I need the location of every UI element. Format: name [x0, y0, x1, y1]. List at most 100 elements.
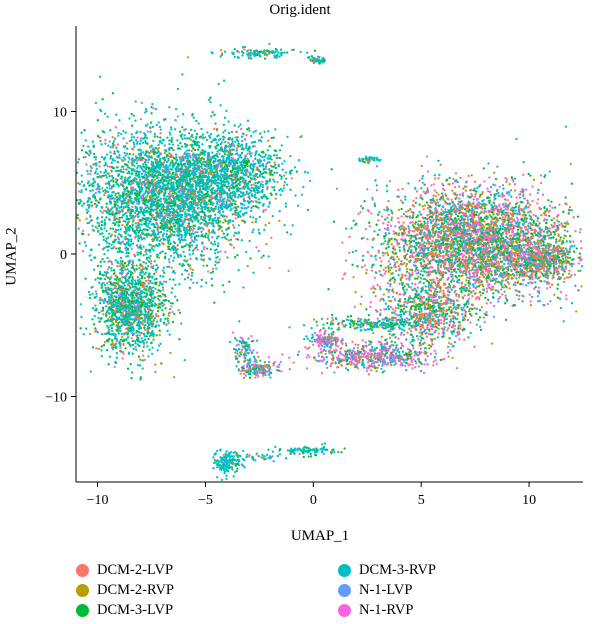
scatter-point: [128, 117, 131, 120]
scatter-point: [82, 156, 86, 159]
scatter-point: [447, 213, 450, 216]
scatter-point: [151, 309, 154, 312]
scatter-point: [412, 347, 415, 350]
scatter-point: [270, 136, 273, 140]
scatter-point: [497, 297, 500, 301]
scatter-point: [219, 448, 222, 451]
scatter-point: [448, 270, 451, 273]
scatter-point: [350, 363, 353, 366]
scatter-point: [154, 146, 157, 149]
scatter-point: [397, 217, 400, 220]
scatter-point: [404, 195, 407, 198]
scatter-point: [82, 184, 85, 188]
scatter-point: [235, 469, 238, 473]
scatter-point: [340, 451, 343, 454]
scatter-point: [417, 220, 420, 223]
scatter-point: [314, 359, 318, 362]
scatter-point: [116, 283, 120, 286]
scatter-point: [485, 279, 488, 282]
scatter-point: [159, 136, 162, 139]
scatter-point: [319, 328, 322, 332]
scatter-point: [385, 288, 389, 291]
scatter-point: [101, 232, 104, 235]
scatter-point: [241, 449, 245, 453]
scatter-point: [261, 156, 264, 159]
scatter-point: [540, 214, 543, 217]
scatter-point: [399, 310, 402, 313]
scatter-point: [210, 284, 214, 287]
scatter-point: [76, 161, 80, 164]
scatter-point: [405, 264, 408, 268]
scatter-point: [105, 348, 109, 352]
scatter-point: [374, 258, 378, 261]
scatter-point: [562, 320, 565, 323]
scatter-point: [184, 269, 187, 272]
scatter-point: [241, 464, 245, 467]
scatter-point: [249, 166, 252, 170]
scatter-point: [469, 331, 472, 335]
scatter-point: [181, 126, 184, 129]
scatter-point: [556, 296, 560, 299]
scatter-point: [199, 165, 203, 168]
scatter-point: [140, 331, 143, 335]
scatter-point: [356, 320, 359, 323]
scatter-point: [446, 293, 450, 297]
scatter-point: [247, 57, 251, 60]
scatter-point: [560, 222, 563, 225]
scatter-point: [131, 285, 134, 289]
scatter-point: [256, 176, 259, 179]
scatter-point: [299, 50, 302, 54]
scatter-point: [161, 250, 164, 253]
scatter-point: [216, 476, 219, 479]
scatter-point: [150, 112, 153, 115]
scatter-point: [110, 269, 113, 272]
scatter-point: [351, 263, 354, 266]
scatter-point: [405, 243, 409, 246]
scatter-point: [427, 322, 430, 326]
scatter-point: [223, 152, 226, 156]
scatter-point: [132, 114, 135, 117]
scatter-point: [558, 297, 562, 300]
scatter-point: [391, 212, 394, 215]
scatter-point: [438, 219, 441, 222]
scatter-point: [108, 316, 111, 319]
scatter-point: [160, 142, 164, 145]
scatter-point: [103, 252, 106, 256]
scatter-point: [115, 356, 118, 359]
scatter-point: [425, 242, 428, 245]
scatter-point: [119, 262, 122, 265]
scatter-point: [254, 129, 257, 132]
chart-title: Orig.ident: [269, 2, 331, 18]
scatter-point: [222, 232, 225, 235]
scatter-point: [468, 297, 471, 300]
scatter-point: [392, 230, 395, 233]
scatter-point: [235, 339, 238, 342]
scatter-point: [543, 175, 546, 179]
scatter-point: [455, 271, 458, 274]
scatter-point: [173, 272, 177, 275]
scatter-point: [150, 106, 153, 109]
scatter-point: [235, 344, 238, 347]
scatter-point: [512, 283, 515, 286]
scatter-point: [146, 130, 149, 133]
scatter-point: [195, 234, 198, 238]
scatter-point: [524, 284, 528, 287]
scatter-point: [140, 101, 143, 105]
scatter-point: [200, 215, 203, 218]
scatter-point: [147, 260, 150, 263]
scatter-point: [167, 245, 170, 248]
scatter-point: [170, 305, 173, 308]
scatter-point: [156, 306, 160, 309]
scatter-point: [108, 337, 111, 341]
scatter-point: [508, 193, 511, 196]
scatter-point: [350, 226, 353, 230]
scatter-point: [356, 265, 359, 268]
scatter-point: [128, 158, 131, 161]
scatter-point: [103, 260, 106, 263]
scatter-point: [149, 121, 153, 124]
scatter-point: [87, 233, 90, 236]
scatter-point: [252, 216, 255, 219]
scatter-point: [456, 268, 460, 271]
scatter-point: [444, 208, 447, 211]
scatter-point: [144, 107, 148, 111]
